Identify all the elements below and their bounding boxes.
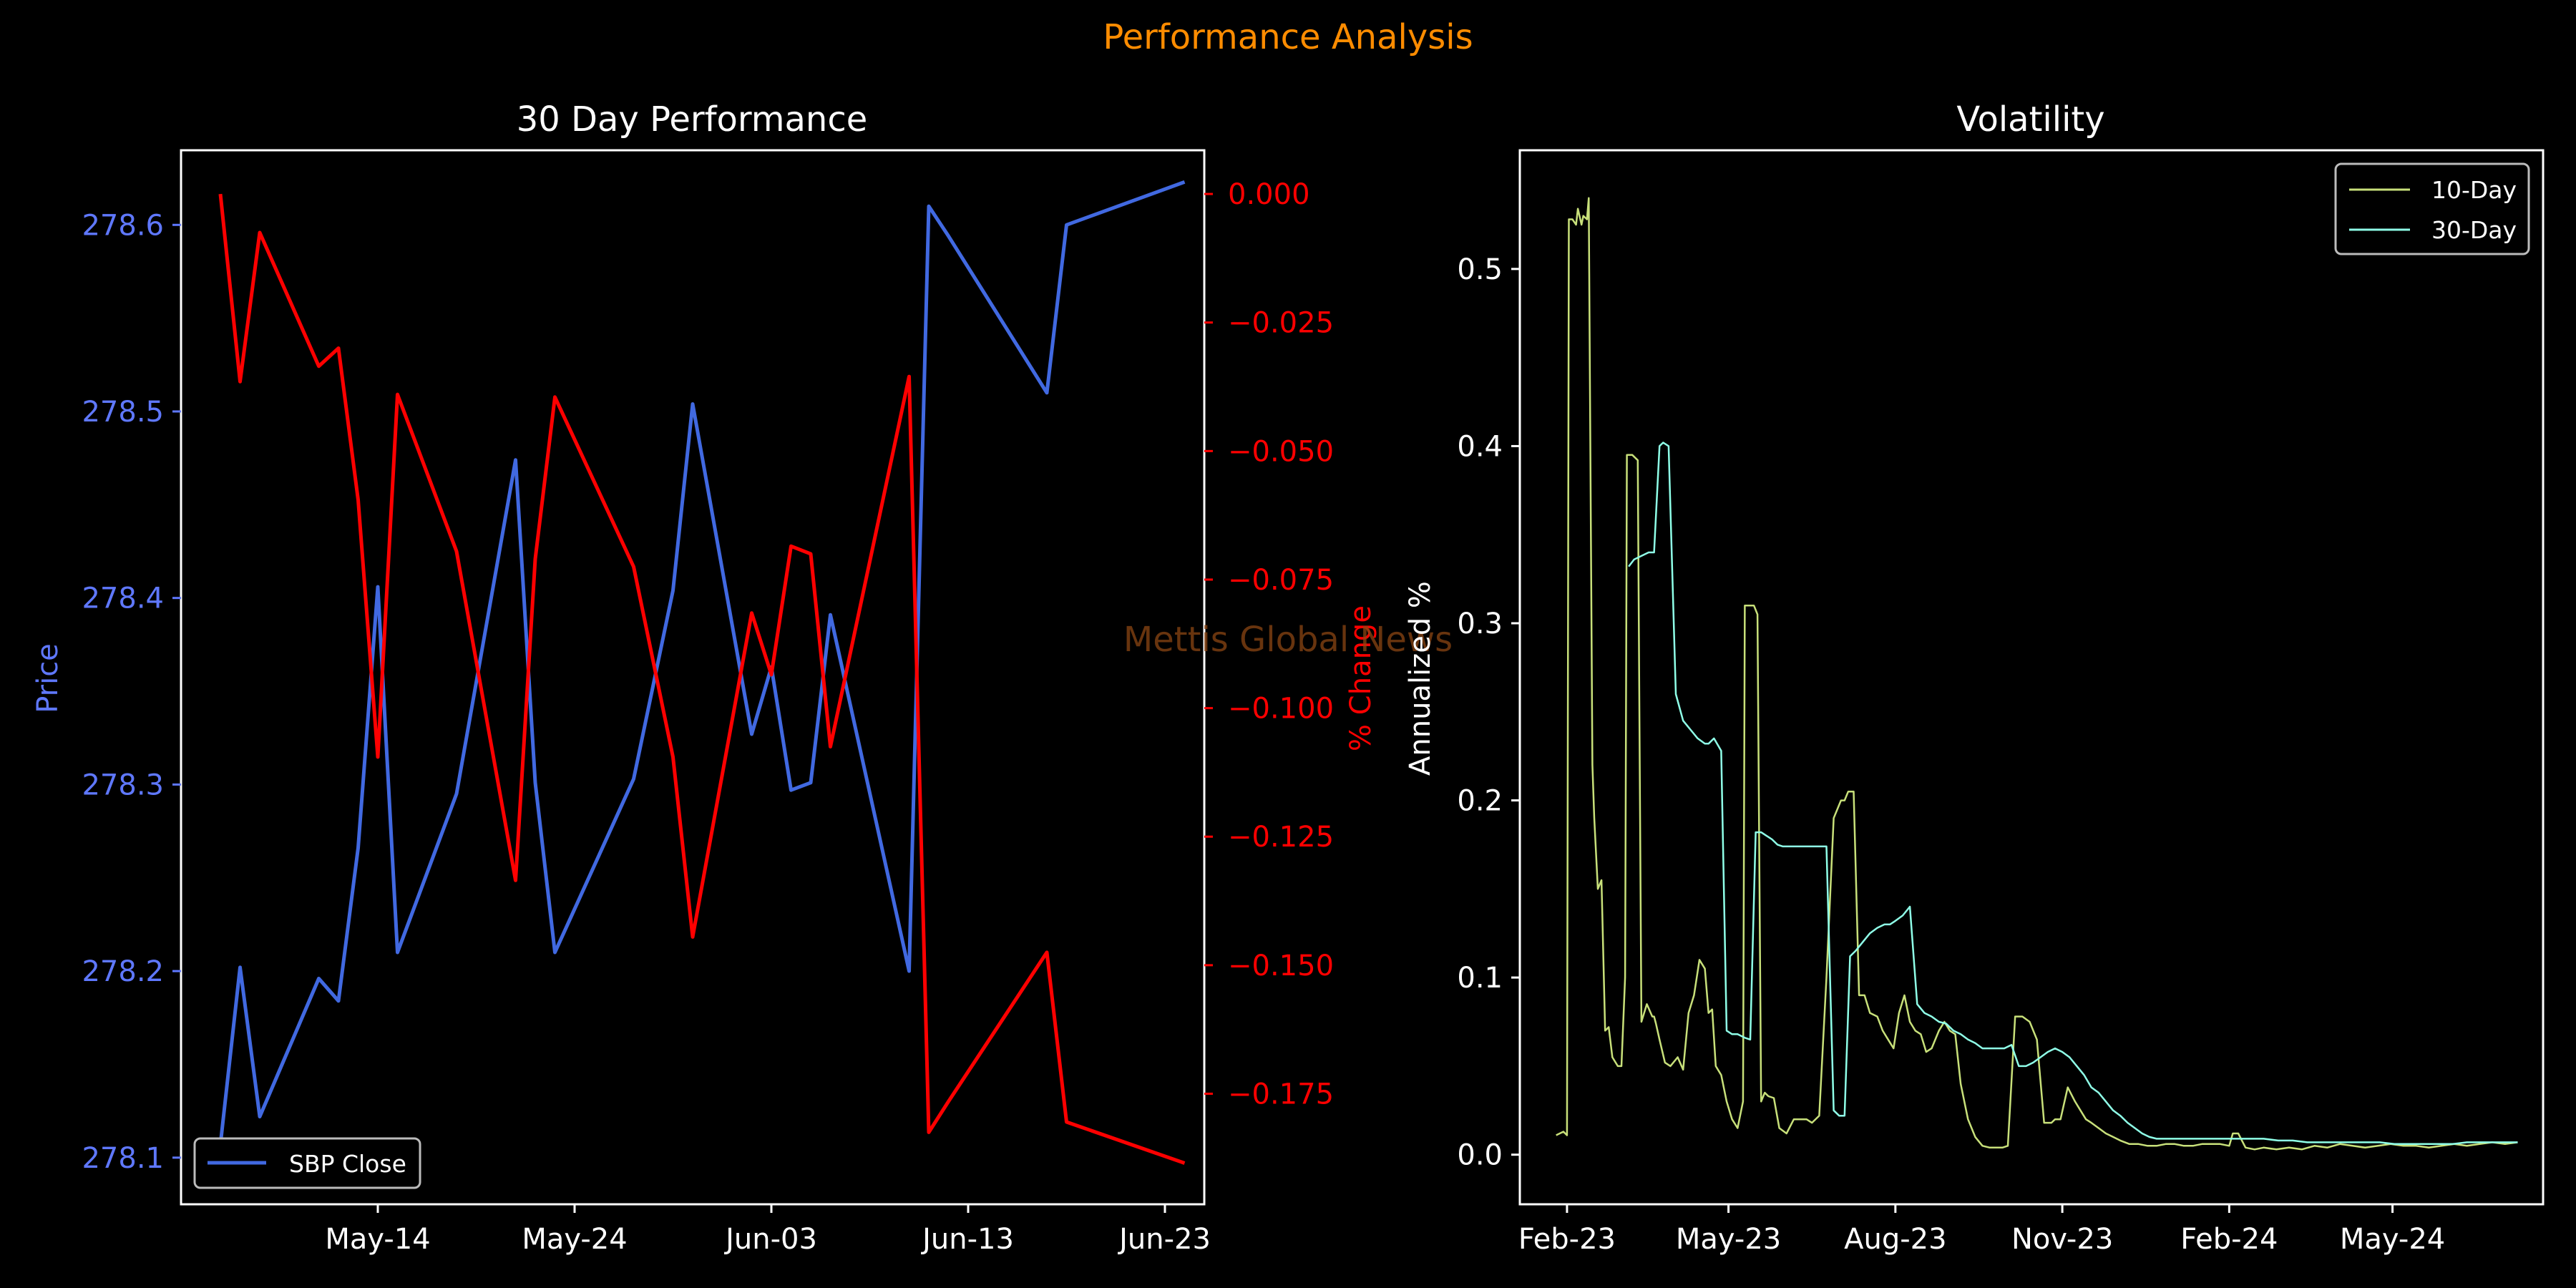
y-tick-label: 0.1 <box>1457 962 1503 995</box>
y-tick-label: 278.6 <box>82 209 164 242</box>
legend-label-sbp-close: SBP Close <box>289 1150 406 1178</box>
y-tick-label: 278.5 <box>82 396 164 429</box>
y-tick-label: 0.5 <box>1457 253 1503 286</box>
plot-frame <box>180 149 1206 1206</box>
chart-title: Volatility <box>1956 99 2104 140</box>
x-tick-label: May-24 <box>2340 1223 2445 1256</box>
x-tick-label: Jun-03 <box>723 1223 817 1256</box>
x-tick-label: Feb-24 <box>2180 1223 2278 1256</box>
figure-title: Performance Analysis <box>1103 17 1473 57</box>
legend: 10-Day 30-Day <box>2334 162 2530 255</box>
y-tick-label: 0.3 <box>1457 608 1503 640</box>
watermark: Mettis Global News <box>1123 620 1453 660</box>
y-axis-label: Annualized % <box>1404 581 1437 776</box>
y2-tick-label: −0.075 <box>1228 564 1334 597</box>
chart-title: 30 Day Performance <box>517 99 868 140</box>
y2-tick-label: −0.150 <box>1228 950 1334 982</box>
y-tick-label: 0.0 <box>1457 1139 1503 1172</box>
x-tick-label: Feb-23 <box>1518 1223 1616 1256</box>
y-tick-label: 0.4 <box>1457 430 1503 463</box>
x-tick-label: May-23 <box>1676 1223 1781 1256</box>
y-tick-label: 0.2 <box>1457 785 1503 818</box>
y2-tick-label: −0.025 <box>1228 307 1334 340</box>
x-tick-label: Jun-13 <box>920 1223 1014 1256</box>
y-tick-label: 278.1 <box>82 1142 164 1175</box>
chart-volatility: Volatility 0.0 0.1 0.2 0.3 0.4 0.5 Feb-23 May-2… <box>1404 99 2545 1256</box>
series-line-10-day <box>1556 197 2518 1151</box>
y-tick-label: 278.3 <box>82 769 164 801</box>
series-line-30-day <box>1628 441 2518 1146</box>
y-tick-label: 278.2 <box>82 955 164 988</box>
x-tick-label: Nov-23 <box>2011 1223 2113 1256</box>
x-tick-label: Aug-23 <box>1844 1223 1946 1256</box>
y2-tick-label: −0.175 <box>1228 1078 1334 1111</box>
y-axis-label: Price <box>31 643 64 713</box>
legend-frame <box>193 1137 421 1189</box>
y2-axis-label: % Change <box>1345 605 1377 751</box>
plot-frame <box>1518 149 2545 1206</box>
legend-label-30-day: 30-Day <box>2431 216 2517 244</box>
x-tick-label: Jun-23 <box>1117 1223 1211 1256</box>
x-tick-label: May-14 <box>325 1223 430 1256</box>
legend: SBP Close <box>193 1137 421 1189</box>
y-tick-label: 278.4 <box>82 582 164 615</box>
legend-label-10-day: 10-Day <box>2431 176 2517 204</box>
chart-30-day-performance: 30 Day Performance 278.1 278.2 278.3 278.4 2… <box>31 99 1377 1256</box>
y2-tick-label: −0.125 <box>1228 821 1334 854</box>
x-tick-label: May-24 <box>522 1223 627 1256</box>
legend-frame <box>2334 162 2530 255</box>
y2-tick-label: −0.050 <box>1228 435 1334 468</box>
y2-tick-label: −0.100 <box>1228 693 1334 726</box>
y2-tick-label: 0.000 <box>1228 178 1310 211</box>
series-line-change <box>218 193 1186 1165</box>
series-line-sbp-close <box>218 180 1186 1145</box>
